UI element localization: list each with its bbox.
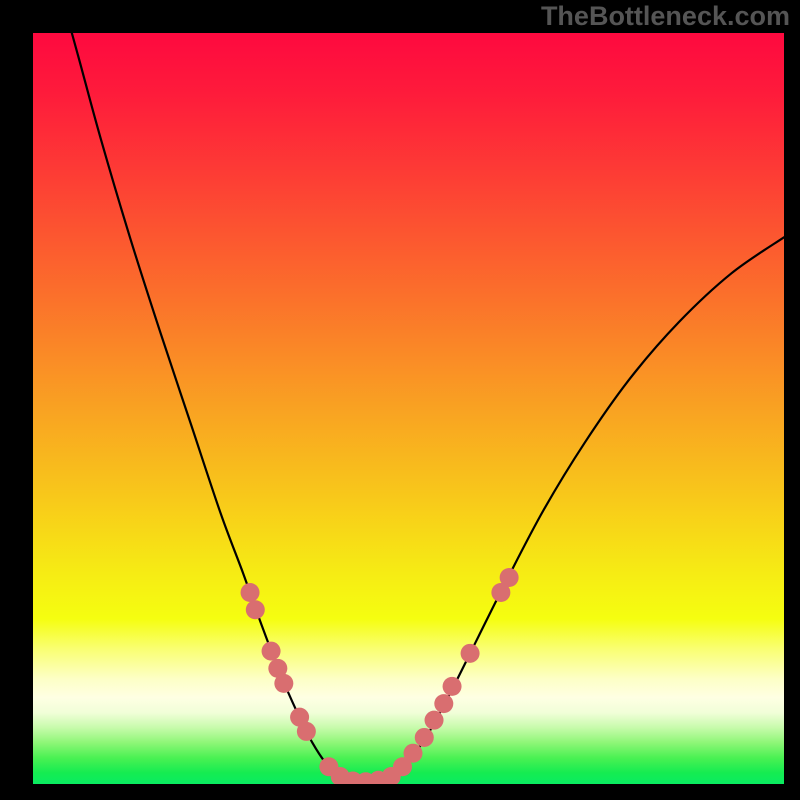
curve-marker	[297, 722, 316, 741]
curve-marker	[500, 568, 519, 587]
plot-background	[33, 33, 784, 784]
curve-marker	[415, 728, 434, 747]
curve-marker	[274, 674, 293, 693]
curve-marker	[404, 744, 423, 763]
bottleneck-chart	[33, 33, 784, 784]
curve-marker	[262, 642, 281, 661]
curve-marker	[434, 694, 453, 713]
chart-container: TheBottleneck.com	[0, 0, 800, 800]
curve-marker	[461, 644, 480, 663]
curve-marker	[246, 600, 265, 619]
curve-marker	[241, 583, 260, 602]
curve-marker	[425, 711, 444, 730]
curve-marker	[443, 677, 462, 696]
watermark-text: TheBottleneck.com	[541, 1, 790, 32]
